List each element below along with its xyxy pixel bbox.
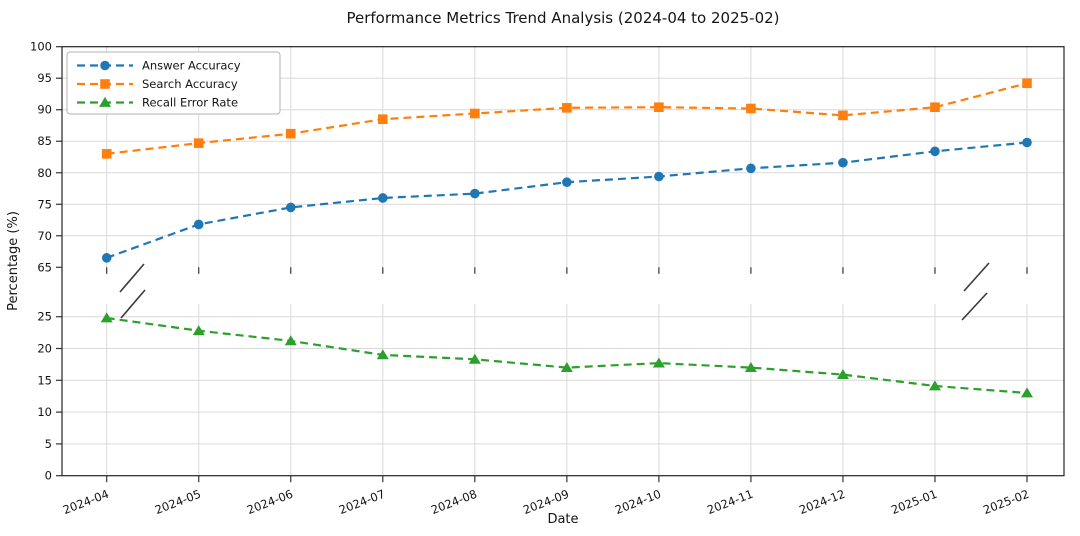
xtick-label: 2024-06 [245,487,295,517]
xtick-label: 2025-01 [889,487,939,517]
xtick-label: 2024-08 [429,487,479,517]
data-point-search-accuracy [930,102,940,113]
ytick-label-top: 90 [37,103,52,117]
xtick-label: 2024-07 [337,487,387,517]
data-point-search-accuracy [193,138,204,148]
x-axis-label: Date [547,512,578,527]
data-point-search-accuracy [838,110,848,121]
break-slash [963,262,990,292]
ytick-label-top: 100 [30,40,52,54]
legend-item-recall-error-rate: Recall Error Rate [77,96,238,110]
y-axis-label: Percentage (%) [6,211,21,311]
legend-label: Recall Error Rate [142,96,238,110]
xtick-label: 2024-11 [705,487,755,517]
ytick-label-bottom: 20 [37,342,52,356]
axis-ticks: 65 70 75 80 85 90 95 100 0 5 10 15 20 25 2024-04 2024-0… [30,40,1031,517]
xtick-label: 2024-05 [153,487,203,517]
legend-marker-circle [100,60,110,71]
xtick-label: 2024-12 [797,487,847,517]
xtick-label: 2024-04 [61,487,111,517]
data-point-recall-error-rate [836,368,849,379]
data-point-recall-error-rate [192,325,205,336]
data-point-recall-error-rate [376,349,389,360]
data-point-answer-accuracy [285,202,296,213]
legend-label: Answer Accuracy [142,59,241,73]
ytick-label-top: 80 [37,166,52,180]
legend-item-search-accuracy: Search Accuracy [77,77,238,91]
ytick-label-bottom: 25 [37,310,52,324]
data-point-answer-accuracy [562,177,572,188]
series-answer-accuracy [101,137,1032,263]
data-point-answer-accuracy [193,219,204,230]
data-point-search-accuracy [1022,78,1032,89]
legend: Answer Accuracy Search Accuracy Recall Err… [66,51,281,115]
data-point-recall-error-rate [100,312,113,323]
data-point-search-accuracy [285,128,296,139]
data-point-answer-accuracy [746,163,756,174]
data-point-recall-error-rate [284,335,297,346]
data-point-recall-error-rate [1021,387,1033,398]
legend-label: Search Accuracy [142,77,238,91]
data-point-recall-error-rate [928,380,941,391]
ytick-label-top: 65 [37,260,52,274]
ytick-label-bottom: 10 [37,405,52,419]
legend-box [66,51,281,115]
data-point-answer-accuracy [101,253,112,263]
legend-marker-square [100,79,110,89]
data-point-search-accuracy [377,114,388,124]
data-point-recall-error-rate [652,357,665,368]
data-point-search-accuracy [101,149,112,159]
data-point-search-accuracy [562,103,572,113]
break-slash [119,263,145,293]
axis-break-marks [119,262,990,321]
data-point-answer-accuracy [377,193,388,203]
data-point-answer-accuracy [470,188,480,199]
data-point-recall-error-rate [560,361,573,372]
ytick-label-top: 85 [37,134,52,148]
break-slash [120,289,146,319]
data-point-answer-accuracy [838,157,848,168]
data-point-search-accuracy [654,102,664,113]
xtick-label: 2025-02 [981,487,1031,517]
data-point-search-accuracy [470,108,480,119]
data-point-answer-accuracy [654,171,664,182]
data-point-answer-accuracy [1022,137,1032,148]
ytick-label-top: 95 [37,71,52,85]
xtick-label: 2024-10 [613,487,663,517]
legend-marker-triangle [99,96,111,107]
chart-title: Performance Metrics Trend Analysis (2024… [346,9,779,27]
data-point-recall-error-rate [468,353,481,364]
ytick-label-bottom: 0 [45,469,52,483]
ytick-label-top: 75 [37,197,52,211]
break-slash [961,292,988,321]
data-series [100,78,1033,398]
ytick-label-top: 70 [37,229,52,243]
series-search-accuracy [101,78,1032,159]
ytick-label-bottom: 5 [45,437,52,451]
data-point-recall-error-rate [744,361,757,372]
axes-frame [61,46,1065,477]
ytick-label-bottom: 15 [37,373,52,387]
plot-frame [61,46,1065,477]
series-recall-error-rate [100,312,1033,398]
data-point-search-accuracy [746,103,756,114]
series-line-recall-error-rate [106,316,1028,395]
legend-item-answer-accuracy: Answer Accuracy [77,59,241,73]
data-point-answer-accuracy [930,146,940,157]
